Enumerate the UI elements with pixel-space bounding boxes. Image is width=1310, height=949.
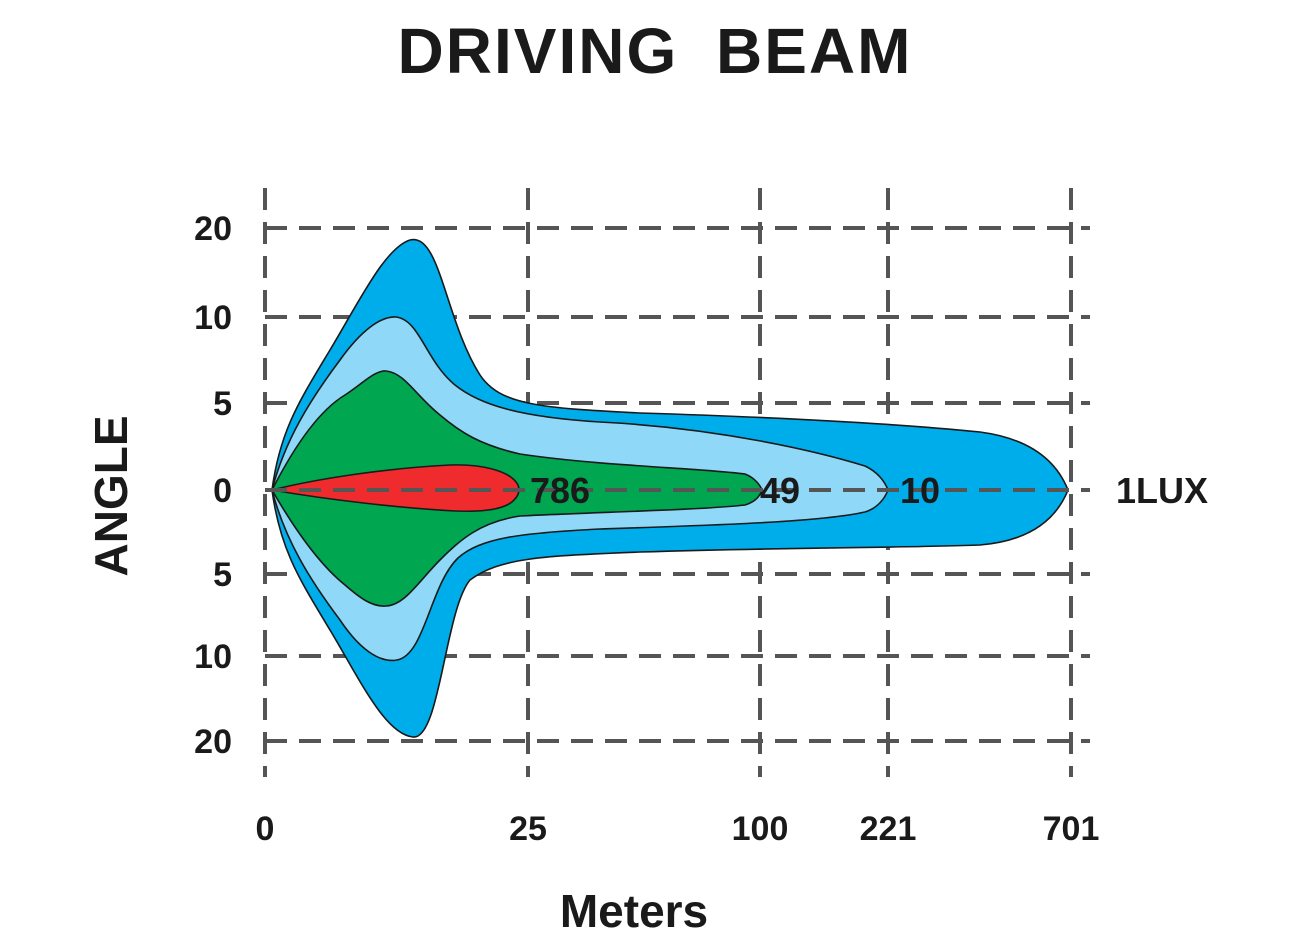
x-tick-0: 0 — [256, 810, 275, 848]
x-tick-221: 221 — [860, 810, 917, 848]
y-tick-upper-0: 0 — [213, 472, 232, 510]
y-tick-upper-5: 5 — [213, 385, 232, 423]
y-tick-lower-10: 10 — [194, 638, 232, 676]
y-tick-lower-20: 20 — [194, 723, 232, 761]
y-axis-label: ANGLE — [85, 416, 137, 577]
isolux-label-10: 10 — [900, 470, 940, 511]
isolux-labels: 1LUX 10 49 786 — [530, 470, 1208, 511]
isolux-label-49: 49 — [760, 470, 800, 511]
y-tick-upper-10: 10 — [194, 299, 232, 337]
x-tick-100: 100 — [732, 810, 789, 848]
chart-title: DRIVING BEAM — [397, 15, 913, 87]
isolux-label-1lux: 1LUX — [1116, 470, 1208, 511]
y-tick-labels: 20 10 5 0 5 10 20 — [194, 210, 232, 761]
grid-lines — [263, 188, 1090, 777]
x-tick-labels: 0 25 100 221 701 — [256, 810, 1100, 848]
isolux-label-786: 786 — [530, 470, 590, 511]
x-tick-25: 25 — [509, 810, 547, 848]
x-tick-701: 701 — [1043, 810, 1100, 848]
y-tick-upper-20: 20 — [194, 210, 232, 248]
y-tick-lower-5: 5 — [213, 556, 232, 594]
x-axis-label: Meters — [560, 885, 708, 937]
